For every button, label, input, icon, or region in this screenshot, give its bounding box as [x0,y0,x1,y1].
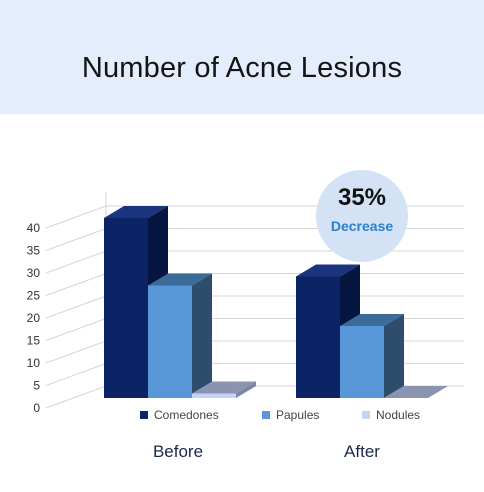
bar-front-comedones-after [296,276,340,398]
chart-title: Number of Acne Lesions [81,52,403,84]
gridline-diagonal-10 [45,340,107,364]
bar-top-comedones-after [296,264,360,277]
gridline-diagonal-0 [45,385,107,409]
y-tick-40: 40 [27,221,41,235]
bar-side-papules-before [192,273,212,398]
gridline-diagonal-30 [45,250,107,274]
badge-label: Decrease [330,218,394,234]
bar-front-comedones-before [104,218,148,398]
bar-nodules-before [192,381,256,398]
y-tick-30: 30 [27,266,41,280]
bar-top-comedones-before [104,206,168,218]
gridline-diagonal-5 [45,363,107,386]
legend-label-nodules: Nodules [376,408,421,422]
bar-front-papules-before [148,285,192,398]
y-tick-25: 25 [27,289,41,303]
bar-top-papules-after [340,314,404,326]
bar-nodules-after [384,386,448,398]
bar-papules-before [148,273,212,398]
bars [104,206,448,398]
y-tick-0: 0 [33,401,40,415]
legend-item-nodules: Nodules [362,408,420,422]
badge-percent: 35% [337,184,387,211]
bar-side-papules-after [384,314,404,398]
category-label-before: Before [152,442,204,461]
legend-item-comedones: Comedones [140,408,219,422]
legend-label-papules: Papules [276,408,320,422]
gridline-diagonal-40 [45,205,107,229]
y-tick-10: 10 [27,356,41,370]
legend-swatch-papules [262,411,270,419]
bar-side-nodules-before [236,381,256,398]
gridline-diagonal-15 [45,318,107,341]
legend: Comedones Papules Nodules [0,408,484,426]
y-tick-5: 5 [33,379,40,393]
gridline-diagonal-35 [45,228,107,251]
legend-swatch-nodules [362,411,370,419]
gridline-diagonal-25 [45,273,107,296]
decrease-badge: 35% Decrease [316,170,408,262]
bar-top-papules-before [148,273,212,286]
bar-top-nodules-after [384,386,448,398]
bar-top-nodules-before [192,381,256,394]
y-tick-35: 35 [27,244,41,258]
legend-item-papules: Papules [262,408,319,422]
y-axis: 0 5 10 15 20 25 30 35 40 [27,221,41,415]
y-tick-20: 20 [27,311,41,325]
bar-comedones-before [104,206,168,398]
gridline-diagonal-20 [45,295,107,319]
title-banner [0,0,484,114]
legend-swatch-comedones [140,411,148,419]
legend-label-comedones: Comedones [154,408,219,422]
bar-papules-after [340,314,404,398]
category-label-after: After [344,442,380,461]
bar-front-nodules-before [192,393,236,398]
bar-front-papules-after [340,326,384,398]
y-tick-15: 15 [27,334,41,348]
